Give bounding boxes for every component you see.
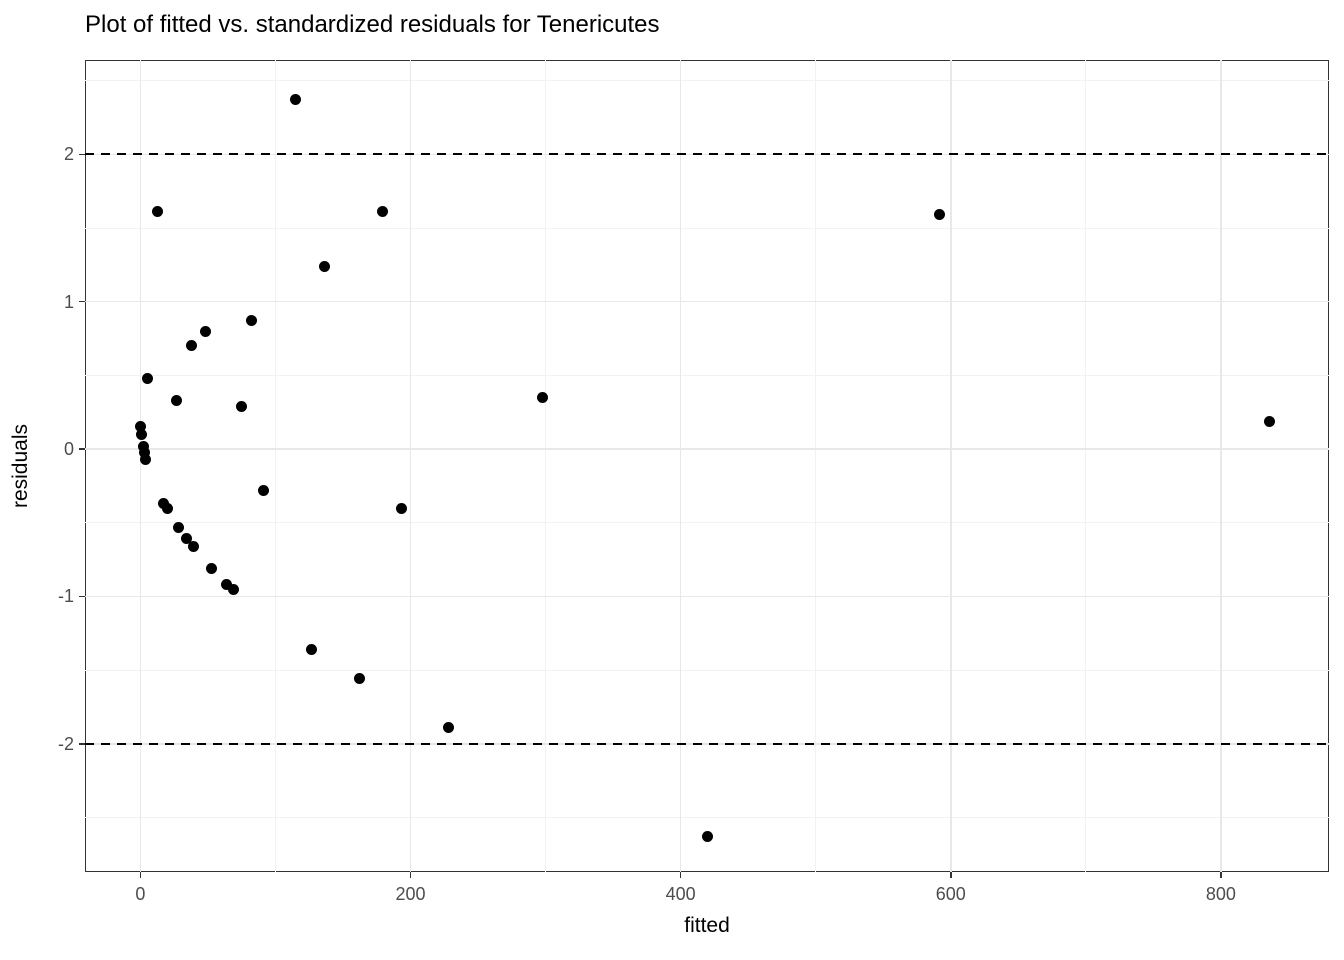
scatter-point xyxy=(152,206,164,218)
scatter-point xyxy=(1264,415,1276,427)
x-axis-tick-label: 200 xyxy=(395,884,426,904)
plot-panel xyxy=(85,60,1329,872)
y-minor-gridline xyxy=(85,374,1329,376)
scatter-point xyxy=(306,643,318,655)
scatter-point xyxy=(353,673,365,685)
scatter-point xyxy=(934,209,946,221)
x-minor-gridline xyxy=(1085,60,1087,872)
threshold-dashed-line xyxy=(85,153,1329,156)
x-minor-gridline xyxy=(545,60,547,872)
y-axis-tick xyxy=(79,300,85,303)
x-axis-tick xyxy=(1220,872,1222,878)
y-axis-tick xyxy=(79,153,85,156)
y-axis-tick-label: 1 xyxy=(63,291,74,312)
y-minor-gridline xyxy=(85,669,1329,671)
scatter-point xyxy=(187,540,199,552)
x-axis-tick xyxy=(679,872,682,878)
scatter-point xyxy=(376,206,388,218)
y-major-gridline xyxy=(85,448,1329,450)
x-axis-tick xyxy=(139,872,142,878)
y-axis-tick-label: 2 xyxy=(63,144,74,165)
scatter-point xyxy=(290,94,302,106)
scatter-point xyxy=(221,579,233,591)
y-major-gridline xyxy=(85,300,1329,303)
scatter-point xyxy=(180,533,192,545)
x-axis-title: fitted xyxy=(684,914,730,937)
scatter-point xyxy=(395,502,407,514)
y-minor-gridline xyxy=(85,80,1329,82)
scatter-point xyxy=(318,260,330,272)
scatter-point xyxy=(245,315,257,327)
y-axis-tick-label: -2 xyxy=(57,733,74,754)
scatter-point xyxy=(137,440,149,452)
scatter-point xyxy=(236,400,248,412)
x-major-gridline xyxy=(950,60,952,872)
scatter-point xyxy=(134,421,146,433)
y-axis-tick xyxy=(79,595,85,598)
x-major-gridline xyxy=(1220,60,1222,872)
scatter-point xyxy=(161,502,173,514)
y-minor-gridline xyxy=(85,816,1329,818)
x-major-gridline xyxy=(679,60,682,872)
x-minor-gridline xyxy=(815,60,817,872)
x-axis-tick xyxy=(950,872,952,878)
scatter-point xyxy=(702,831,714,843)
x-minor-gridline xyxy=(274,60,276,872)
x-axis-tick-label: 0 xyxy=(135,884,146,904)
scatter-point xyxy=(537,391,549,403)
x-axis-tick xyxy=(409,872,412,878)
x-axis-tick-label: 400 xyxy=(665,884,696,904)
y-axis-tick xyxy=(79,448,85,450)
scatter-point xyxy=(136,428,148,440)
y-axis-tick xyxy=(79,743,85,745)
y-minor-gridline xyxy=(85,522,1329,524)
y-axis-title: residuals xyxy=(9,423,32,509)
y-axis-tick-label: -1 xyxy=(57,586,74,607)
x-axis-tick-label: 600 xyxy=(935,884,966,904)
scatter-point xyxy=(172,521,184,533)
x-axis-tick-label: 800 xyxy=(1205,884,1236,904)
scatter-point xyxy=(199,325,211,337)
y-minor-gridline xyxy=(85,227,1329,229)
scatter-point xyxy=(257,484,269,496)
y-major-gridline xyxy=(85,595,1329,598)
scatter-point xyxy=(206,562,218,574)
x-major-gridline xyxy=(409,60,412,872)
scatter-point xyxy=(228,583,240,595)
scatter-point xyxy=(171,394,183,406)
scatter-point xyxy=(442,722,454,734)
scatter-point xyxy=(138,446,150,458)
chart-title: Plot of fitted vs. standardized residual… xyxy=(85,11,660,38)
scatter-point xyxy=(141,372,153,384)
scatter-point xyxy=(140,453,152,465)
threshold-dashed-line xyxy=(85,742,1329,745)
x-major-gridline xyxy=(139,60,142,872)
scatter-point xyxy=(186,340,198,352)
y-axis-tick-label: 0 xyxy=(63,439,74,460)
